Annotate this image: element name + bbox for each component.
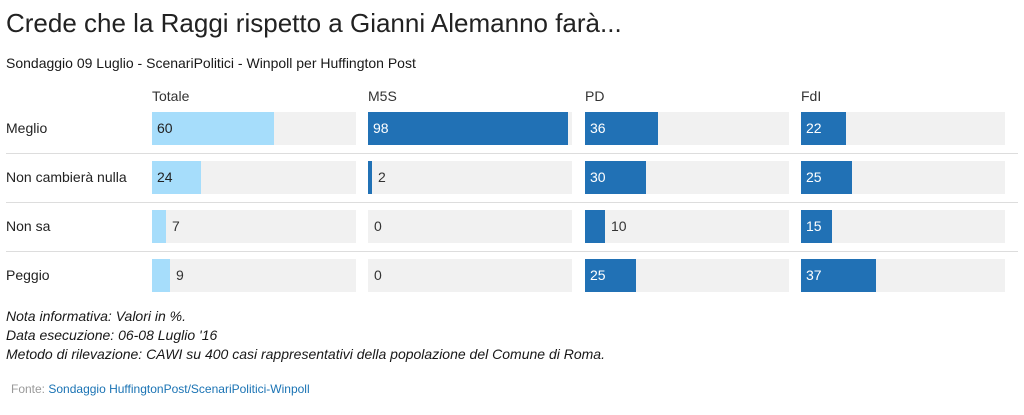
bar-track: 30 bbox=[585, 161, 789, 194]
bar bbox=[368, 161, 372, 194]
bar-track: 9 bbox=[152, 259, 356, 292]
bar-track: 60 bbox=[152, 112, 356, 145]
bar-value-label: 25 bbox=[806, 169, 822, 185]
bar-value-label: 60 bbox=[157, 120, 173, 136]
bar-track: 22 bbox=[801, 112, 1005, 145]
row-divider bbox=[6, 153, 1018, 154]
bar-value-label: 25 bbox=[590, 267, 606, 283]
column-header: Totale bbox=[152, 88, 190, 104]
bar bbox=[801, 161, 852, 194]
row-label: Meglio bbox=[6, 120, 48, 136]
bar-value-label: 9 bbox=[176, 267, 184, 283]
row-label: Non sa bbox=[6, 218, 51, 234]
bar-track: 10 bbox=[585, 210, 789, 243]
column-header: PD bbox=[585, 88, 605, 104]
source-link[interactable]: Sondaggio HuffingtonPost/ScenariPolitici… bbox=[48, 382, 310, 396]
bar bbox=[801, 112, 846, 145]
bar-value-label: 22 bbox=[806, 120, 822, 136]
source: Fonte: Sondaggio HuffingtonPost/ScenariP… bbox=[11, 382, 310, 396]
bar-value-label: 0 bbox=[374, 218, 382, 234]
bar bbox=[801, 210, 832, 243]
bar-chart: Totale M5S PD FdI Meglio 60 98 36 22 Non cambierà… bbox=[0, 86, 1024, 302]
bar-value-label: 0 bbox=[374, 267, 382, 283]
bar-track: 36 bbox=[585, 112, 789, 145]
bar bbox=[585, 112, 658, 145]
chart-subtitle: Sondaggio 09 Luglio - ScenariPolitici - … bbox=[6, 55, 416, 71]
row-divider bbox=[6, 251, 1018, 252]
bar-value-label: 37 bbox=[806, 267, 822, 283]
bar-value-label: 2 bbox=[378, 169, 386, 185]
bar-value-label: 30 bbox=[590, 169, 606, 185]
bar-track: 24 bbox=[152, 161, 356, 194]
note-date: Data esecuzione: 06-08 Luglio '16 bbox=[6, 327, 218, 343]
bar-track: 37 bbox=[801, 259, 1005, 292]
row-label: Non cambierà nulla bbox=[6, 169, 127, 185]
chart-title: Crede che la Raggi rispetto a Gianni Ale… bbox=[6, 8, 622, 38]
column-header: FdI bbox=[801, 88, 822, 104]
bar-track: 25 bbox=[801, 161, 1005, 194]
bar bbox=[585, 210, 605, 243]
bar bbox=[152, 259, 170, 292]
row-label: Peggio bbox=[6, 267, 50, 283]
row-divider bbox=[6, 202, 1018, 203]
bar-track: 98 bbox=[368, 112, 572, 145]
bar-value-label: 36 bbox=[590, 120, 606, 136]
bar-track: 25 bbox=[585, 259, 789, 292]
notes: Nota informativa: Valori in %. Data esec… bbox=[6, 307, 605, 364]
bar-track: 0 bbox=[368, 259, 572, 292]
bar bbox=[801, 259, 876, 292]
bar-track: 2 bbox=[368, 161, 572, 194]
bar-track: 15 bbox=[801, 210, 1005, 243]
source-label: Fonte: bbox=[11, 382, 46, 396]
bar-value-label: 7 bbox=[172, 218, 180, 234]
bar bbox=[152, 210, 166, 243]
note-info: Nota informativa: Valori in %. bbox=[6, 308, 186, 324]
bar bbox=[152, 161, 201, 194]
bar-value-label: 15 bbox=[806, 218, 822, 234]
bar-value-label: 24 bbox=[157, 169, 173, 185]
bar bbox=[368, 112, 568, 145]
note-method: Metodo di rilevazione: CAWI su 400 casi … bbox=[6, 346, 605, 362]
bar bbox=[152, 112, 274, 145]
bar-value-label: 98 bbox=[373, 120, 389, 136]
bar bbox=[585, 161, 646, 194]
bar-track: 0 bbox=[368, 210, 572, 243]
column-header: M5S bbox=[368, 88, 397, 104]
bar-value-label: 10 bbox=[611, 218, 627, 234]
bar-track: 7 bbox=[152, 210, 356, 243]
bar bbox=[585, 259, 636, 292]
